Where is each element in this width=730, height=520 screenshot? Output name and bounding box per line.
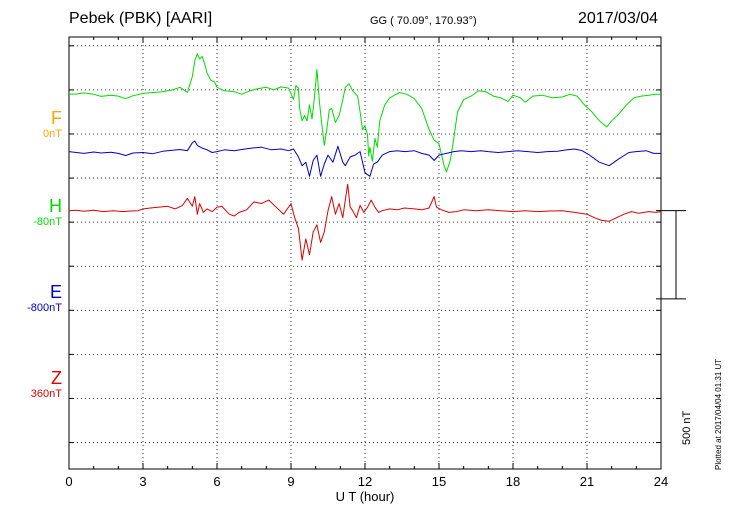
scale-bar <box>656 210 686 300</box>
component-letter: Z <box>51 368 62 388</box>
series-layer <box>68 53 662 261</box>
station-coordinates: GG ( 70.09°, 170.93°) <box>370 15 477 27</box>
component-label-e: E -800nT <box>10 282 62 315</box>
grid-lines <box>69 37 661 469</box>
x-tick-label: 18 <box>506 474 520 489</box>
component-offset: 360nT <box>30 388 62 400</box>
component-offset: -80nT <box>33 216 62 228</box>
x-tick-label: 24 <box>654 474 668 489</box>
x-tick-label: 0 <box>65 474 72 489</box>
x-tick-label: 9 <box>287 474 294 489</box>
series-line-z <box>68 183 662 261</box>
x-tick-label: 6 <box>213 474 220 489</box>
scale-bar-label: 500 nT <box>681 410 693 445</box>
date-label: 2017/03/04 <box>578 10 659 27</box>
component-offset: 0nT <box>43 128 62 140</box>
component-letter: E <box>49 282 62 302</box>
component-label-f: F 0nT <box>10 108 62 141</box>
x-tick-label: 21 <box>580 474 594 489</box>
x-tick-label: 15 <box>432 474 446 489</box>
station-title: Pebek (PBK) [AARI] <box>69 10 213 27</box>
x-tick-label: 3 <box>139 474 146 489</box>
x-axis-label: U T (hour) <box>336 489 395 504</box>
plotted-timestamp: Plotted at 2017/04/04 01:31 UT <box>714 358 723 470</box>
component-label-h: H -80nT <box>10 196 62 229</box>
x-tick-label: 12 <box>358 474 372 489</box>
series-line-h <box>68 53 661 173</box>
component-offset: -800nT <box>27 302 62 314</box>
x-axis-ticks: 0 3 6 9 12 15 18 21 24 <box>65 37 668 489</box>
component-letter: F <box>51 108 62 128</box>
component-label-z: Z 360nT <box>10 368 62 401</box>
series-line-e <box>68 140 661 177</box>
component-letter: H <box>49 196 62 216</box>
